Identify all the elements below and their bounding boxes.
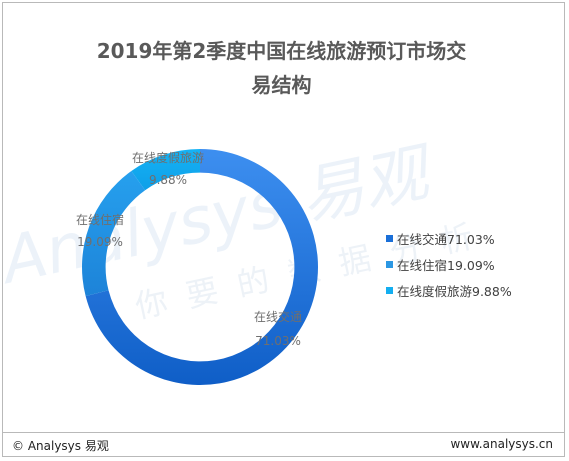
slice-hotel [82, 171, 146, 297]
legend-label: 在线交通71.03% [397, 231, 495, 247]
legend-item: 在线住宿19.09% [386, 251, 512, 277]
footer-divider [2, 432, 565, 433]
legend-item: 在线交通71.03% [386, 225, 512, 251]
data-label-category: 在线交通 [254, 309, 302, 324]
legend-label: 在线住宿19.09% [397, 257, 495, 273]
footer-copyright: © Analysys 易观 [12, 439, 109, 453]
legend-label: 在线度假旅游9.88% [397, 283, 512, 299]
chart-legend: 在线交通71.03% 在线住宿19.09% 在线度假旅游9.88% [386, 225, 512, 303]
chart-title-line1: 2019年第2季度中国在线旅游预订市场交 [96, 39, 467, 63]
chart-title-line2: 易结构 [251, 73, 312, 97]
legend-swatch [386, 260, 393, 268]
legend-swatch [386, 234, 393, 242]
data-label-percent: 19.09% [77, 235, 123, 249]
data-label-percent: 71.03% [255, 334, 301, 348]
slice-vacation [131, 149, 200, 191]
data-label-category: 在线住宿 [76, 212, 124, 227]
legend-swatch [386, 286, 393, 294]
legend-item: 在线度假旅游9.88% [386, 277, 512, 303]
data-label-category: 在线度假旅游 [132, 150, 204, 165]
footer-website: www.analysys.cn [450, 437, 553, 451]
chart-title: 2019年第2季度中国在线旅游预订市场交 易结构 [0, 34, 563, 102]
data-label-percent: 9.88% [149, 173, 187, 187]
